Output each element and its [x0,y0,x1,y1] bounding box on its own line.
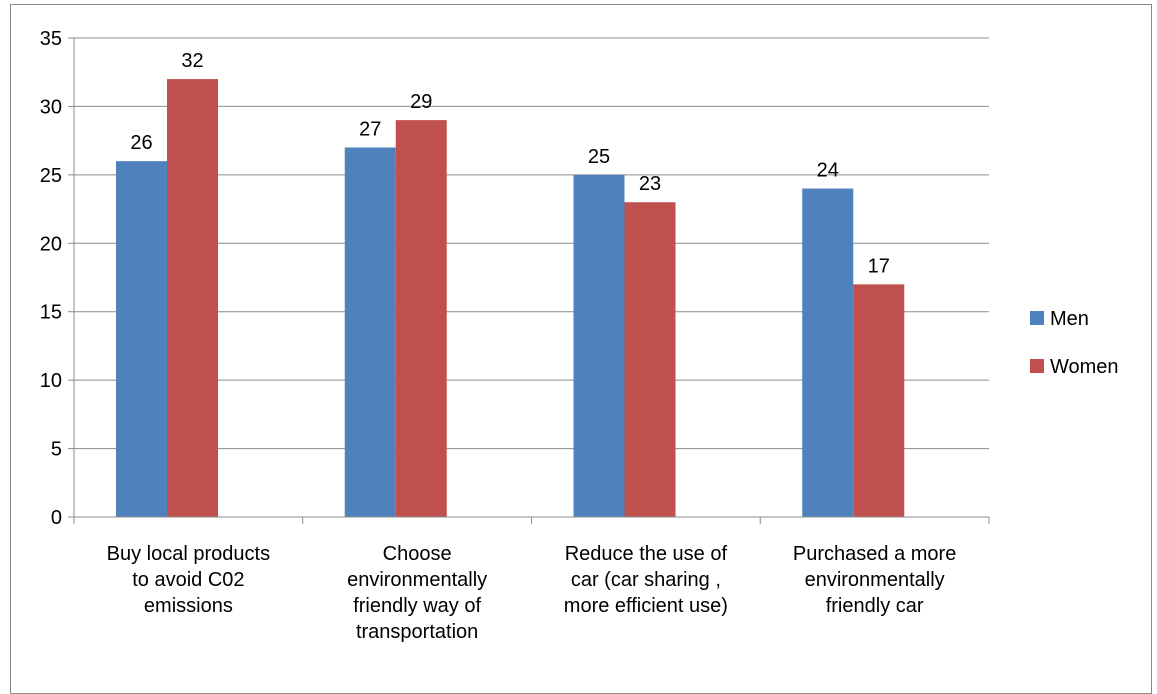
x-category-label-line: transportation [356,621,478,643]
data-label: 17 [868,255,890,277]
y-tick-label: 0 [51,507,62,529]
x-category-label-line: Choose [383,543,452,565]
legend-swatch-men [1030,311,1044,325]
bar-women [167,79,218,518]
x-category-label-line: emissions [144,595,233,617]
x-category-label: Purchased a more environmentally friendly … [793,543,956,617]
y-tick-label: 25 [40,165,62,187]
y-tick-label: 5 [51,439,62,461]
data-label: 32 [181,50,203,72]
y-tick-label: 10 [40,370,62,392]
x-category-label-line: friendly car [826,595,924,617]
data-label: 29 [410,91,432,113]
data-label: 24 [817,160,839,182]
data-label: 26 [130,132,152,154]
axes [68,37,990,524]
bar-women [853,284,905,517]
data-label: 27 [359,118,381,140]
x-category-label-line: environmentally [347,569,487,591]
y-tick-label: 30 [40,96,62,118]
legend-label-men: Men [1050,308,1089,330]
legend-swatch-women [1030,359,1044,373]
bars [116,79,905,518]
legend-label-women: Women [1050,356,1119,378]
bar-men [116,161,167,517]
bar-men [802,188,854,518]
x-category-label-line: Buy local products [107,543,270,565]
labels: 0 5 10 15 20 25 30 35 26 32 Buy local products to a… [40,28,957,643]
x-category-label-line: to avoid C02 [132,569,244,591]
x-category-label: Reduce the use of car (car sharing , more … [564,543,728,617]
x-category-label-line: car (car sharing , [571,569,721,591]
bar-chart: 0 5 10 15 20 25 30 35 26 32 Buy local products to a… [40,28,1119,643]
x-category-label-line: more efficient use) [564,595,728,617]
x-category-label: Choose environmentally friendly way of tran… [347,543,487,643]
x-category-label-line: Purchased a more [793,543,956,565]
data-label: 23 [639,173,661,195]
bar-men [573,174,625,517]
y-tick-label: 20 [40,233,62,255]
x-category-label-line: environmentally [805,569,945,591]
y-tick-label: 15 [40,302,62,324]
bar-women [624,202,676,517]
x-category-label: Buy local products to avoid C02 emissions [107,543,270,617]
bar-women [395,120,447,517]
legend: Men Women [1030,308,1119,378]
data-label: 25 [588,146,610,168]
bar-men [344,147,396,517]
x-category-label-line: Reduce the use of [565,543,728,565]
y-tick-label: 35 [40,28,62,50]
x-category-label-line: friendly way of [353,595,481,617]
